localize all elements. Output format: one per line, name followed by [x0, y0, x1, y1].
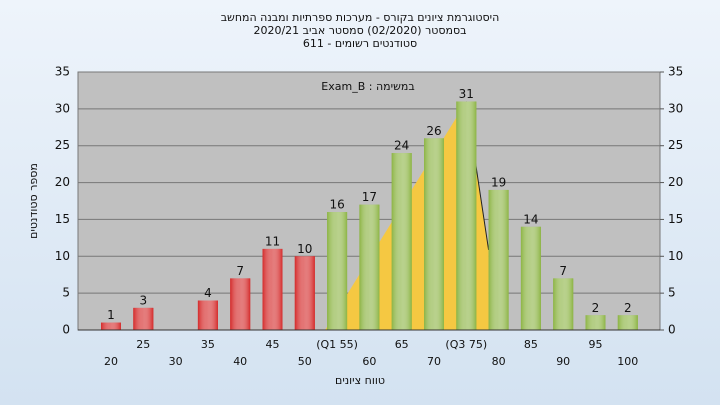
bar	[133, 307, 154, 330]
y-axis-label: מספר סטודנטים	[27, 163, 40, 239]
value-label: 7	[559, 264, 567, 278]
x-tick-label: 70	[427, 355, 441, 368]
y-tick-label: 35	[55, 65, 70, 79]
y2-tick-label: 25	[668, 138, 683, 152]
bar	[488, 189, 509, 330]
x-tick-label: 100	[617, 355, 638, 368]
value-label: 10	[297, 242, 312, 256]
value-label: 7	[236, 264, 244, 278]
y-tick-label: 10	[55, 249, 70, 263]
x-tick-label: (Q3 75)	[445, 338, 487, 351]
value-label: 26	[426, 124, 441, 138]
bar	[327, 212, 348, 330]
bar	[424, 138, 444, 330]
value-label: 2	[624, 301, 632, 315]
bar	[391, 153, 412, 330]
y-tick-label: 5	[62, 286, 70, 300]
x-tick-label: 20	[104, 355, 118, 368]
y2-tick-label: 10	[668, 249, 683, 263]
y-tick-label: 20	[55, 175, 70, 189]
y-tick-label: 15	[55, 212, 70, 226]
bar	[262, 248, 283, 330]
value-label: 4	[204, 286, 212, 300]
bar	[553, 278, 574, 330]
x-tick-label: 25	[136, 338, 150, 351]
value-label: 11	[265, 234, 280, 248]
x-axis-label: טווח ציונים	[335, 374, 385, 387]
x-tick-label: 60	[362, 355, 376, 368]
y2-tick-label: 20	[668, 175, 683, 189]
value-label: 31	[459, 87, 474, 101]
y-tick-label: 25	[55, 138, 70, 152]
y2-tick-label: 15	[668, 212, 683, 226]
y-tick-label: 0	[62, 323, 70, 337]
value-label: 2	[592, 301, 600, 315]
x-tick-label: 45	[266, 338, 280, 351]
bar	[294, 256, 315, 330]
x-tick-label: 90	[556, 355, 570, 368]
x-tick-label: 85	[524, 338, 538, 351]
bar	[101, 322, 121, 330]
chart-subtitle: סטודנטים רשומים - 611	[303, 37, 417, 50]
value-label: 17	[362, 190, 377, 204]
bar	[520, 226, 541, 330]
y2-tick-label: 35	[668, 65, 683, 79]
y-tick-label: 30	[55, 101, 70, 115]
value-label: 19	[491, 175, 506, 189]
value-label: 3	[139, 293, 147, 307]
x-tick-label: 95	[589, 338, 603, 351]
annotation: במשימה : Exam_B	[321, 80, 414, 93]
x-tick-label: 65	[395, 338, 409, 351]
chart-title: היסטוגרמת ציונים בקורס - מערכות ספרתיות …	[221, 11, 500, 24]
value-label: 14	[523, 212, 538, 226]
bar	[230, 278, 251, 330]
x-tick-label: (Q1 55)	[316, 338, 358, 351]
bar	[617, 315, 638, 330]
x-tick-label: 80	[492, 355, 506, 368]
value-label: 16	[329, 198, 344, 212]
bar	[197, 300, 218, 330]
value-label: 1	[107, 308, 115, 322]
y2-tick-label: 5	[668, 286, 676, 300]
x-tick-label: 50	[298, 355, 312, 368]
bar	[456, 101, 477, 330]
chart-subtitle: בסמסטר (02/2020) סמסטר אביב 2020/21	[253, 24, 466, 37]
y2-tick-label: 0	[668, 323, 676, 337]
x-tick-label: 35	[201, 338, 215, 351]
bar	[359, 204, 380, 330]
y2-tick-label: 30	[668, 101, 683, 115]
x-tick-label: 30	[169, 355, 183, 368]
bar	[585, 315, 606, 330]
x-tick-label: 40	[233, 355, 247, 368]
value-label: 24	[394, 139, 409, 153]
